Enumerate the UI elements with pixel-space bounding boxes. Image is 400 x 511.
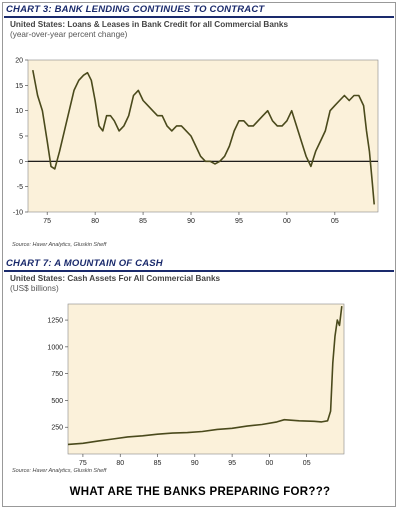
x-tick-label: 75 xyxy=(43,218,51,225)
chart-7-source: Source: Haver Analytics, Gluskin Sheff xyxy=(12,468,107,474)
y-tick-label: 750 xyxy=(51,371,63,378)
series-line xyxy=(67,306,343,446)
x-tick-label: 00 xyxy=(283,218,291,225)
y-tick-label: 1000 xyxy=(47,344,63,351)
chart-3-title: CHART 3: BANK LENDING CONTINUES TO CONTR… xyxy=(6,4,265,15)
chart-3-unit-label: (year-over-year percent change) xyxy=(10,30,128,39)
x-tick-label: 05 xyxy=(331,218,339,225)
chart-7-plot: 1250 1000 750 500 250 75 80 85 90 95 00 05 xyxy=(47,303,345,467)
y-tick-label: -5 xyxy=(17,184,23,191)
chart-3-source: Source: Haver Analytics, Gluskin Sheff xyxy=(12,242,107,248)
x-tick-label: 75 xyxy=(79,460,87,467)
chart-3-panel: CHART 3: BANK LENDING CONTINUES TO CONTR… xyxy=(4,4,394,252)
chart-7-title: CHART 7: A MOUNTAIN OF CASH xyxy=(6,258,163,269)
page-frame xyxy=(2,2,396,507)
y-tick-label: 10 xyxy=(15,108,23,115)
chart-7-title-rule xyxy=(4,270,394,272)
plot-area-1 xyxy=(67,303,345,455)
chart-7-subtitle: United States: Cash Assets For All Comme… xyxy=(10,274,221,283)
x-tick-label: 90 xyxy=(191,460,199,467)
y-tick-label: 20 xyxy=(15,58,23,65)
x-tick-label: 05 xyxy=(303,460,311,467)
x-tick-label: 95 xyxy=(228,460,236,467)
chart-7-unit-label: (US$ billions) xyxy=(10,284,59,293)
y-tick-label: 15 xyxy=(15,83,23,90)
x-tick-label: 90 xyxy=(187,218,195,225)
x-tick-label: 80 xyxy=(116,460,124,467)
x-tick-label: 95 xyxy=(235,218,243,225)
x-tick-label: 80 xyxy=(91,218,99,225)
y-tick-label: 250 xyxy=(51,425,63,432)
x-tick-label: 85 xyxy=(154,460,162,467)
y-tick-label: -10 xyxy=(13,210,23,217)
x-tick-label: 00 xyxy=(266,460,274,467)
chart-7-panel: CHART 7: A MOUNTAIN OF CASH United State… xyxy=(4,258,394,480)
chart-3-plot: 20 15 10 5 0 -5 -10 75 80 85 90 95 00 05 xyxy=(13,58,379,225)
y-tick-label: 0 xyxy=(19,159,23,166)
series-line xyxy=(32,69,375,205)
y-tick-label: 500 xyxy=(51,398,63,405)
chart-3-subtitle: United States: Loans & Leases in Bank Cr… xyxy=(10,20,288,29)
y-tick-label: 5 xyxy=(19,134,23,141)
x-tick-label: 85 xyxy=(139,218,147,225)
chart-3-title-rule xyxy=(4,16,394,18)
y-tick-label: 1250 xyxy=(47,318,63,325)
plot-area-0 xyxy=(27,59,379,213)
footer-caption: WHAT ARE THE BANKS PREPARING FOR??? xyxy=(69,486,331,498)
